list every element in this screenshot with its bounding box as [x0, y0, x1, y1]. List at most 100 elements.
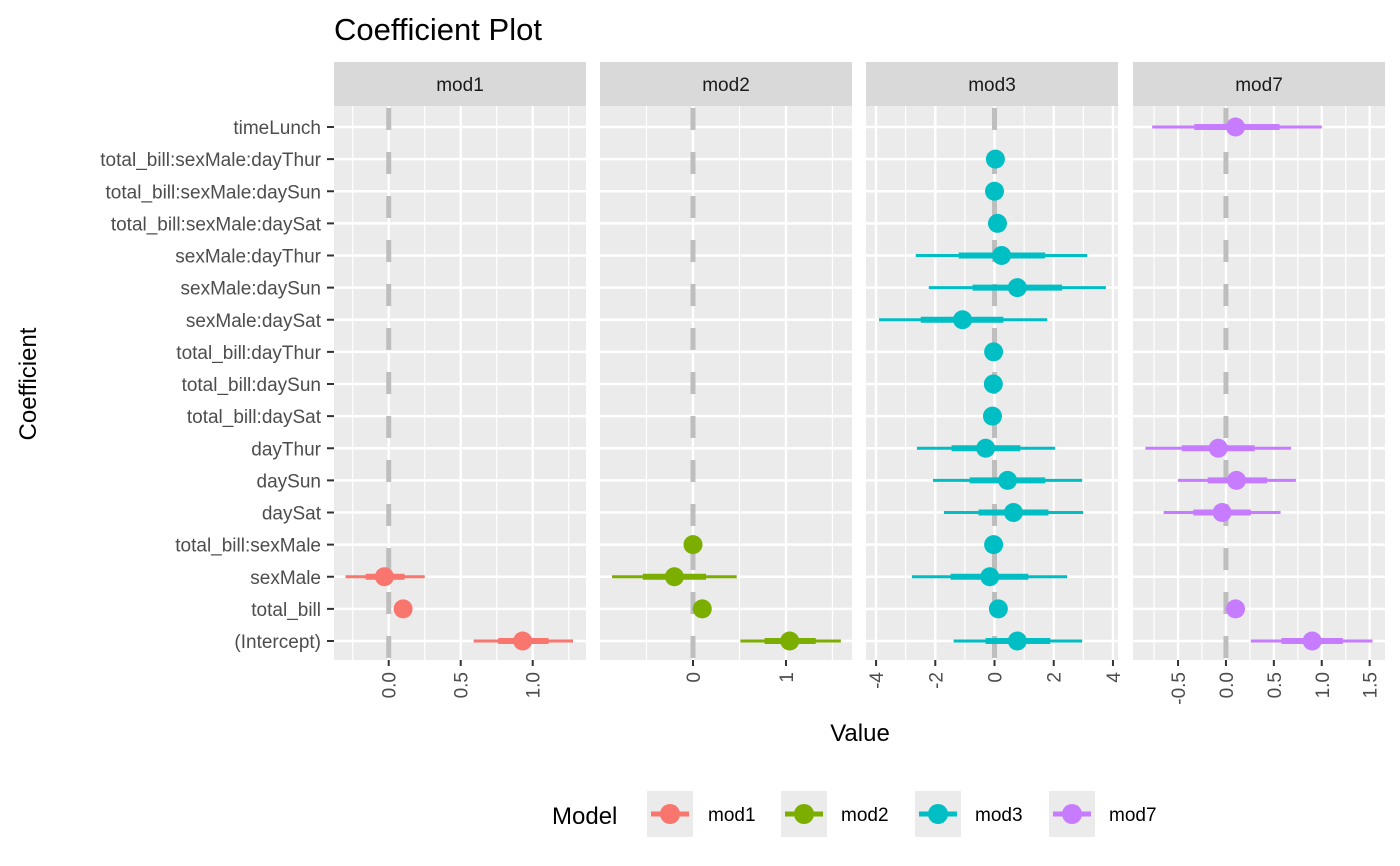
y-tick-label: sexMale — [250, 568, 321, 589]
y-tick-label: total_bill:daySat — [187, 407, 322, 428]
legend-label: mod3 — [975, 805, 1023, 826]
coef-point — [683, 535, 703, 555]
y-tick-label: total_bill:sexMale — [175, 536, 321, 557]
coef-mark-daySun — [932, 470, 1083, 490]
coef-mark-sexMale:dayThur — [915, 246, 1088, 265]
coef-mark-sexMale:daySun — [928, 278, 1106, 298]
coef-mark-total_bill:sexMale:dayThur — [985, 149, 1005, 169]
legend-label: mod7 — [1109, 805, 1157, 826]
coef-point — [1007, 631, 1027, 651]
x-tick-label: 0.5 — [452, 672, 473, 698]
coef-mark-daySat — [1163, 503, 1281, 522]
coef-point — [982, 406, 1002, 426]
y-tick-label: total_bill:daySun — [182, 375, 321, 396]
facet-strip — [1133, 62, 1385, 106]
coef-mark-sexMale — [612, 567, 737, 587]
x-tick-label: 2 — [1045, 672, 1066, 683]
x-tick-label: 0.0 — [1217, 672, 1238, 698]
coef-mark-total_bill:daySat — [982, 406, 1002, 426]
x-axis-title: Value — [830, 720, 890, 747]
x-tick-label: 0.5 — [1265, 672, 1286, 698]
legend-item-mod2: mod2 — [781, 791, 889, 837]
legend-key-point — [1062, 804, 1082, 824]
coef-mark-total_bill — [988, 599, 1008, 619]
y-tick-label: total_bill:sexMale:daySat — [111, 214, 322, 235]
coef-point — [513, 631, 533, 651]
coef-point — [984, 342, 1004, 362]
coef-mark-total_bill — [393, 599, 413, 619]
chart-title: Coefficient Plot — [334, 12, 542, 47]
coef-mark-(Intercept) — [1250, 631, 1373, 651]
y-tick-label: total_bill:dayThur — [176, 343, 321, 364]
coef-point — [1003, 503, 1023, 522]
facet-strip-label: mod3 — [968, 75, 1016, 96]
coef-point — [393, 599, 413, 619]
coef-point — [983, 374, 1003, 394]
coef-mark-total_bill:sexMale:daySun — [985, 181, 1005, 201]
y-tick-label: daySun — [257, 471, 321, 492]
x-tick-label: 1.0 — [524, 672, 545, 698]
facet-strip-label: mod7 — [1235, 75, 1283, 96]
coef-point — [984, 535, 1004, 555]
legend-key-point — [660, 804, 680, 824]
coef-mark-(Intercept) — [953, 631, 1083, 651]
coef-mark-daySun — [1178, 470, 1296, 490]
legend-item-mod1: mod1 — [647, 791, 756, 837]
y-axis-title: Coefficient — [15, 327, 42, 440]
facet-panel-mod1: mod1 0.0 0.5 1.0 — [334, 62, 586, 698]
coef-point — [976, 438, 996, 458]
coef-point — [664, 567, 684, 587]
coef-mark-sexMale — [911, 567, 1068, 587]
facet-panel-mod3: mod3 -4 -2 0 2 4 — [866, 62, 1125, 689]
coef-point — [374, 567, 394, 587]
coef-mark-total_bill:daySun — [983, 374, 1003, 394]
facet-panel-mod7: mod7 -0.5 0.0 0.5 1.0 1.5 — [1133, 62, 1385, 705]
facet-strip — [866, 62, 1118, 106]
coef-mark-total_bill — [692, 599, 712, 619]
y-tick-label: dayThur — [251, 439, 321, 460]
legend-item-mod3: mod3 — [915, 791, 1023, 837]
legend-item-mod7: mod7 — [1049, 791, 1157, 837]
x-tick-label: -2 — [926, 672, 947, 689]
y-tick-label: sexMale:dayThur — [175, 247, 321, 268]
y-tick-label: daySat — [262, 504, 322, 525]
x-tick-label: -4 — [867, 672, 888, 689]
coef-point — [1226, 117, 1246, 137]
coef-point — [953, 310, 973, 330]
coef-point — [1208, 438, 1228, 458]
coef-mark-sexMale — [345, 567, 425, 587]
coef-point — [992, 246, 1012, 265]
x-tick-label: 4 — [1104, 672, 1125, 683]
coef-mark-daySat — [943, 503, 1084, 522]
coef-mark-(Intercept) — [473, 631, 574, 651]
coef-point — [1007, 278, 1027, 298]
y-axis: timeLunch total_bill:sexMale:dayThurtotal… — [100, 118, 334, 653]
coef-point — [985, 181, 1005, 201]
coef-mark-dayThur — [1145, 438, 1292, 458]
facet-strip — [600, 62, 852, 106]
coef-point — [988, 599, 1008, 619]
facet-strip — [334, 62, 586, 106]
y-tick-label: total_bill — [251, 600, 321, 621]
coef-mark-dayThur — [916, 438, 1056, 458]
coef-mark-total_bill:sexMale:daySat — [987, 213, 1007, 233]
y-tick-label: total_bill:sexMale:dayThur — [100, 150, 321, 171]
coef-mark-total_bill:sexMale — [683, 535, 703, 555]
x-tick-label: 0.0 — [380, 672, 401, 698]
legend-title: Model — [552, 803, 617, 830]
coef-point — [980, 567, 1000, 587]
legend: Model mod1 mod2 mod3 mod7 — [552, 791, 1157, 837]
legend-label: mod2 — [841, 805, 889, 826]
coef-point — [1212, 503, 1232, 522]
x-tick-label: 1.5 — [1361, 672, 1382, 698]
facets: mod1 0.0 0.5 1.0 mod2 0 1 mod3 -4 -2 0 2 4 mod7 -0.5 0.… — [334, 62, 1385, 705]
x-tick-label: 0 — [986, 672, 1007, 683]
y-tick-label: sexMale:daySun — [181, 279, 321, 300]
y-tick-label: sexMale:daySat — [186, 311, 322, 332]
coef-mark-timeLunch — [1152, 117, 1322, 137]
y-tick-label: timeLunch — [233, 118, 321, 139]
y-tick-label: total_bill:sexMale:daySun — [106, 182, 321, 203]
x-tick-label: -0.5 — [1169, 672, 1190, 705]
coef-point — [692, 599, 712, 619]
